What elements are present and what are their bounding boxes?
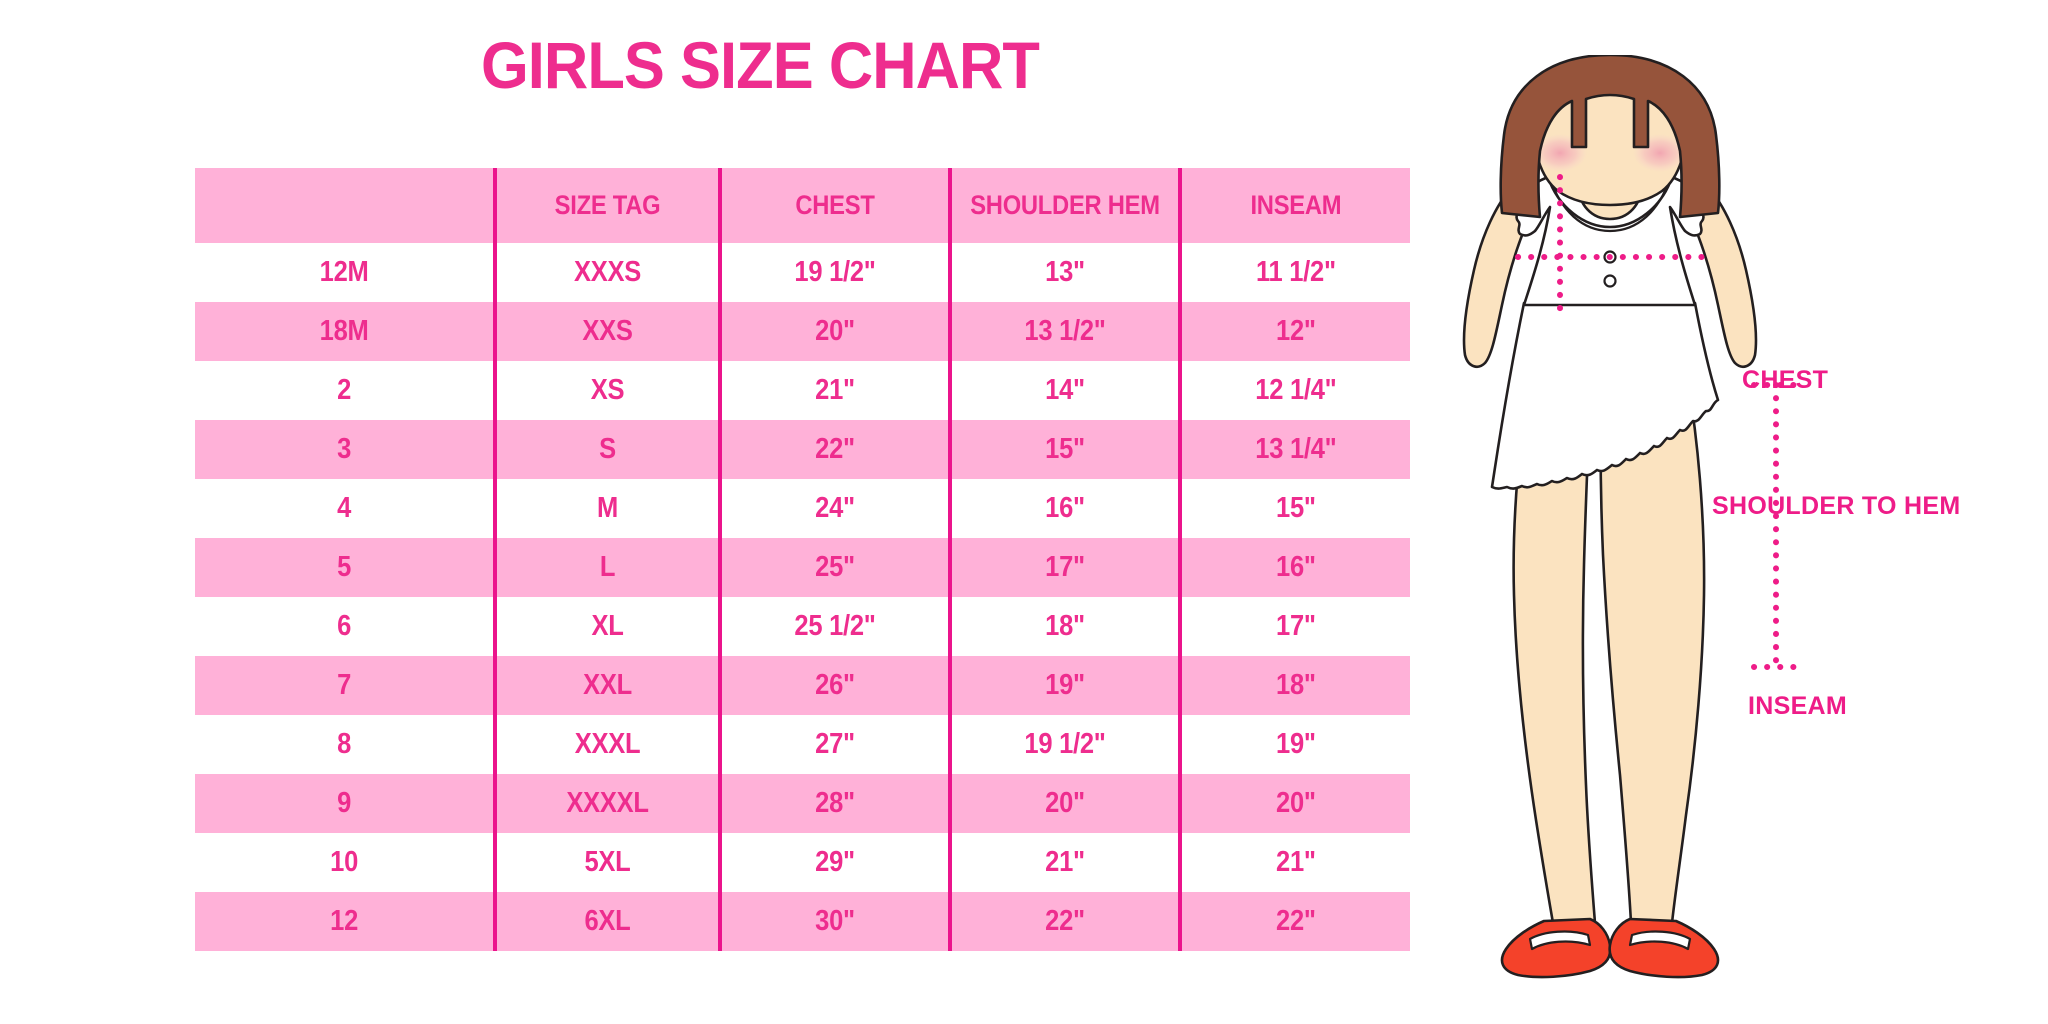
cell-size: 4 (337, 492, 352, 524)
cell-size-tag: 5XL (506, 833, 707, 892)
left-shoe-strap (1528, 930, 1592, 951)
table-row: 2 XS 21" 14" 12 1/4" (195, 361, 1410, 420)
annotation-label-inseam: INSEAM (1748, 692, 1848, 720)
cell-inseam: 15" (1192, 479, 1397, 538)
table-row: 3 S 22" 15" 13 1/4" (195, 420, 1410, 479)
cell-size-tag: XS (506, 361, 707, 420)
table-row: 12 6XL 30" 22" 22" (195, 892, 1410, 951)
girl-figure-illustration (1440, 55, 1800, 985)
size-chart-table: SIZE TAG CHEST SHOULDER HEM INSEAM 12M XX… (195, 168, 1410, 951)
cell-size: 12M (319, 256, 369, 288)
left-shoe (1500, 917, 1612, 979)
cell-size: 2 (337, 374, 352, 406)
cell-chest: 19 1/2" (732, 243, 937, 302)
skirt (1490, 301, 1720, 490)
cell-inseam: 13 1/4" (1192, 420, 1397, 479)
column-header-shoulder-hem: SHOULDER HEM (962, 168, 1167, 243)
cell-shoulder-hem: 21" (962, 833, 1167, 892)
cell-size-tag: XXL (506, 656, 707, 715)
cell-shoulder-hem: 14" (962, 361, 1167, 420)
cell-inseam: 18" (1192, 656, 1397, 715)
cell-shoulder-hem: 13" (962, 243, 1167, 302)
annotation-label-chest: CHEST (1742, 366, 1829, 394)
cell-chest: 27" (732, 715, 937, 774)
cell-inseam: 11 1/2" (1192, 243, 1397, 302)
cell-chest: 25 1/2" (732, 597, 937, 656)
cell-size: 18M (319, 315, 369, 347)
cell-chest: 30" (732, 892, 937, 951)
column-header-size (213, 168, 477, 243)
cell-shoulder-hem: 16" (962, 479, 1167, 538)
table-row: 8 XXXL 27" 19 1/2" 19" (195, 715, 1410, 774)
cell-inseam: 12" (1192, 302, 1397, 361)
cell-size: 9 (337, 787, 352, 819)
right-arm (1683, 185, 1758, 369)
table-row: 7 XXL 26" 19" 18" (195, 656, 1410, 715)
table-header-row: SIZE TAG CHEST SHOULDER HEM INSEAM (195, 168, 1410, 243)
table-row: 12M XXXS 19 1/2" 13" 11 1/2" (195, 243, 1410, 302)
cell-size: 7 (337, 669, 352, 701)
right-shoe-strap (1628, 930, 1692, 951)
legs-group (1512, 353, 1706, 925)
cell-size-tag: XXXL (506, 715, 707, 774)
cell-size: 8 (337, 728, 352, 760)
cell-size-tag: L (506, 538, 707, 597)
page-title: GIRLS SIZE CHART (480, 28, 1040, 102)
cell-size: 5 (337, 551, 352, 583)
button-bottom (1603, 274, 1617, 288)
cell-shoulder-hem: 19" (962, 656, 1167, 715)
hair (1499, 55, 1721, 219)
table-row: 4 M 24" 16" 15" (195, 479, 1410, 538)
cell-chest: 20" (732, 302, 937, 361)
cell-size: 12 (330, 905, 359, 937)
cell-chest: 21" (732, 361, 937, 420)
table-row: 9 XXXXL 28" 20" 20" (195, 774, 1410, 833)
table-row: 5 L 25" 17" 16" (195, 538, 1410, 597)
cell-chest: 24" (732, 479, 937, 538)
cell-size-tag: M (506, 479, 707, 538)
cell-shoulder-hem: 20" (962, 774, 1167, 833)
column-header-chest: CHEST (732, 168, 937, 243)
cell-shoulder-hem: 22" (962, 892, 1167, 951)
annotation-label-shoulder-to-hem: SHOULDER TO HEM (1712, 492, 1961, 520)
table-body: 12M XXXS 19 1/2" 13" 11 1/2" 18M XXS 20" 13 1/2"… (195, 243, 1410, 951)
cell-size: 3 (337, 433, 352, 465)
cell-size-tag: XXS (506, 302, 707, 361)
column-header-size-tag: SIZE TAG (506, 168, 707, 243)
cell-inseam: 16" (1192, 538, 1397, 597)
cell-size-tag: 6XL (506, 892, 707, 951)
table-row: 10 5XL 29" 21" 21" (195, 833, 1410, 892)
shoes-group (1500, 917, 1720, 979)
cell-chest: 28" (732, 774, 937, 833)
cell-size: 10 (330, 846, 359, 878)
cell-size-tag: XXXS (506, 243, 707, 302)
figure-body (1462, 55, 1758, 979)
cell-inseam: 20" (1192, 774, 1397, 833)
cell-chest: 25" (732, 538, 937, 597)
cell-inseam: 12 1/4" (1192, 361, 1397, 420)
cell-shoulder-hem: 13 1/2" (962, 302, 1167, 361)
cell-inseam: 19" (1192, 715, 1397, 774)
cell-inseam: 22" (1192, 892, 1397, 951)
cell-size-tag: S (506, 420, 707, 479)
cell-chest: 26" (732, 656, 937, 715)
cell-size-tag: XXXXL (506, 774, 707, 833)
left-arm (1462, 185, 1537, 369)
cell-shoulder-hem: 15" (962, 420, 1167, 479)
cell-chest: 29" (732, 833, 937, 892)
table-row: 6 XL 25 1/2" 18" 17" (195, 597, 1410, 656)
measurement-guides (1515, 174, 1800, 670)
cell-size: 6 (337, 610, 352, 642)
column-header-inseam: INSEAM (1192, 168, 1397, 243)
cell-inseam: 17" (1192, 597, 1397, 656)
cell-shoulder-hem: 17" (962, 538, 1167, 597)
right-shoe (1608, 917, 1720, 979)
cell-inseam: 21" (1192, 833, 1397, 892)
cell-shoulder-hem: 18" (962, 597, 1167, 656)
table-row: 18M XXS 20" 13 1/2" 12" (195, 302, 1410, 361)
cell-size-tag: XL (506, 597, 707, 656)
cell-chest: 22" (732, 420, 937, 479)
cell-shoulder-hem: 19 1/2" (962, 715, 1167, 774)
